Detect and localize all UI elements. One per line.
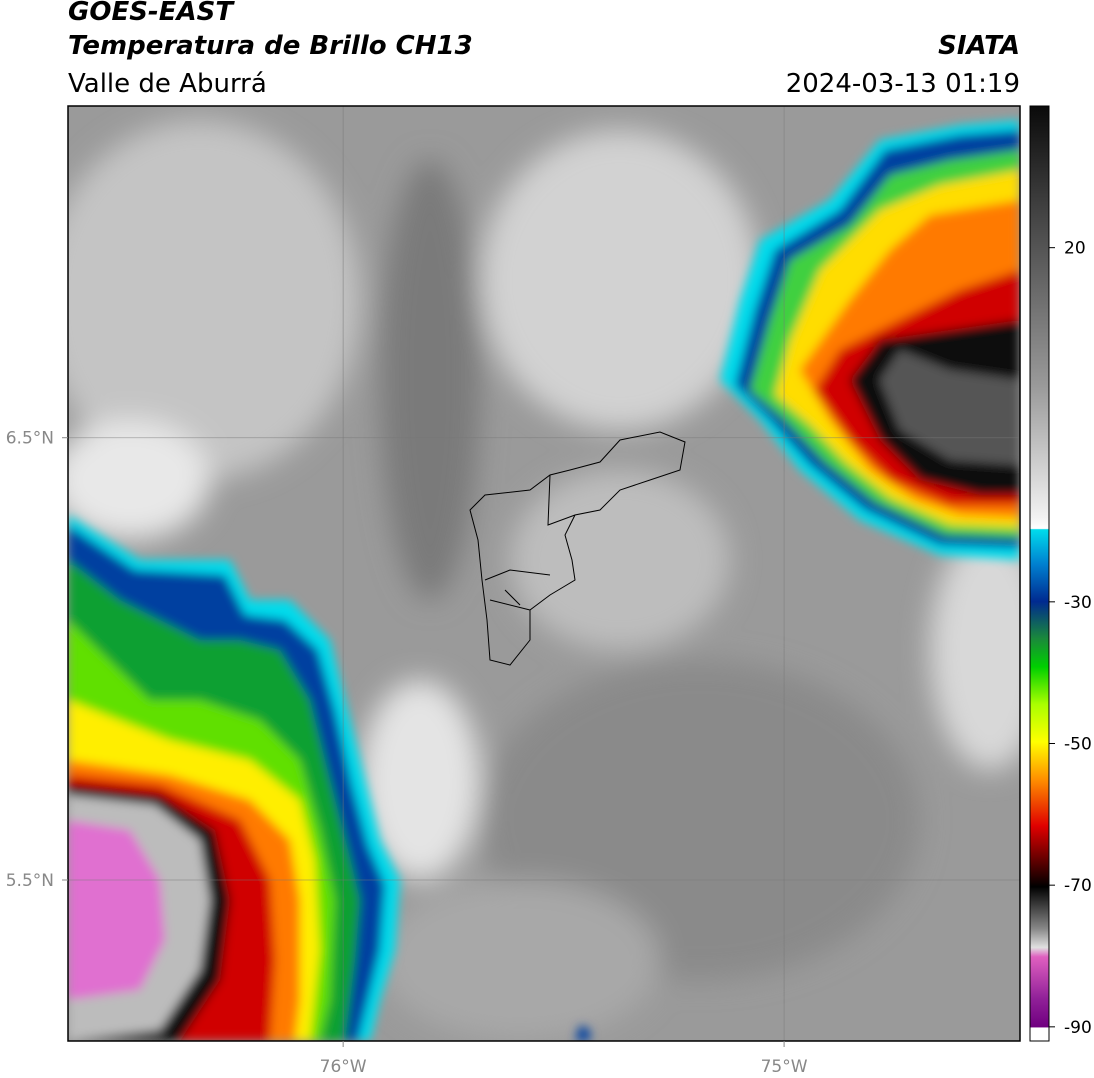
satellite-image bbox=[68, 106, 1020, 1041]
y-tick-label: 5.5°N bbox=[6, 871, 54, 891]
colorbar-tick-label: -50 bbox=[1064, 735, 1092, 755]
x-tick-label: 76°W bbox=[320, 1057, 367, 1077]
datetime: 2024-03-13 01:19 bbox=[786, 69, 1020, 99]
colorbar-tick-label: 20 bbox=[1064, 239, 1086, 259]
x-tick-label: 75°W bbox=[761, 1057, 808, 1077]
map-frame bbox=[67, 105, 1021, 1042]
colorbar-tick-label: -30 bbox=[1064, 593, 1092, 613]
graticule bbox=[68, 106, 1020, 1041]
colorbar-tick-label: -90 bbox=[1064, 1018, 1092, 1038]
title: GOES-EAST bbox=[68, 0, 235, 27]
subtitle: Temperatura de Brillo CH13 bbox=[68, 31, 473, 61]
valle-aburra-outline bbox=[469, 431, 686, 666]
colorbar bbox=[1029, 105, 1050, 1042]
colorbar-tick-label: -70 bbox=[1064, 876, 1092, 896]
region: Valle de Aburrá bbox=[68, 69, 267, 99]
y-tick-label: 6.5°N bbox=[6, 429, 54, 449]
source: SIATA bbox=[938, 31, 1020, 61]
